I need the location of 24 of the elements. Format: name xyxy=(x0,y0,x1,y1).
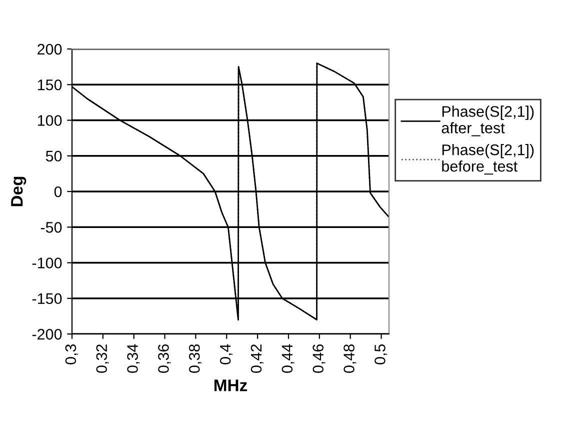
y-tick-label: -100 xyxy=(32,258,62,268)
y-tick-label: 0 xyxy=(54,186,62,198)
x-tick-label: 0,38 xyxy=(188,344,202,373)
x-tick-label: 0,46 xyxy=(312,344,326,373)
y-tick-label: 50 xyxy=(46,150,62,162)
x-tick-label: 0,32 xyxy=(96,344,109,373)
y-axis-title: Deg xyxy=(11,176,26,206)
y-tick-label: 100 xyxy=(38,115,62,126)
legend-label: Phase(S[2,1]) before_test xyxy=(442,144,534,175)
x-tick-label: 0,36 xyxy=(158,344,171,373)
x-tick-label: 0,48 xyxy=(344,344,356,373)
x-tick-label: 0,3 xyxy=(65,344,78,364)
x-tick-label: 0,4 xyxy=(220,344,233,364)
x-tick-label: 0,42 xyxy=(250,344,264,373)
y-tick-label: -50 xyxy=(40,222,62,233)
legend-label: Phase(S[2,1]) after_test xyxy=(442,106,534,136)
y-tick-label: 150 xyxy=(38,79,62,90)
x-tick-label: 0,34 xyxy=(127,344,140,373)
x-axis-title: MHz xyxy=(214,380,248,392)
y-tick-label: -150 xyxy=(32,293,62,304)
x-tick-label: 0,44 xyxy=(282,344,294,373)
y-tick-label: -200 xyxy=(32,328,62,340)
x-tick-label: 0,5 xyxy=(374,344,388,364)
y-tick-label: 200 xyxy=(38,44,62,55)
